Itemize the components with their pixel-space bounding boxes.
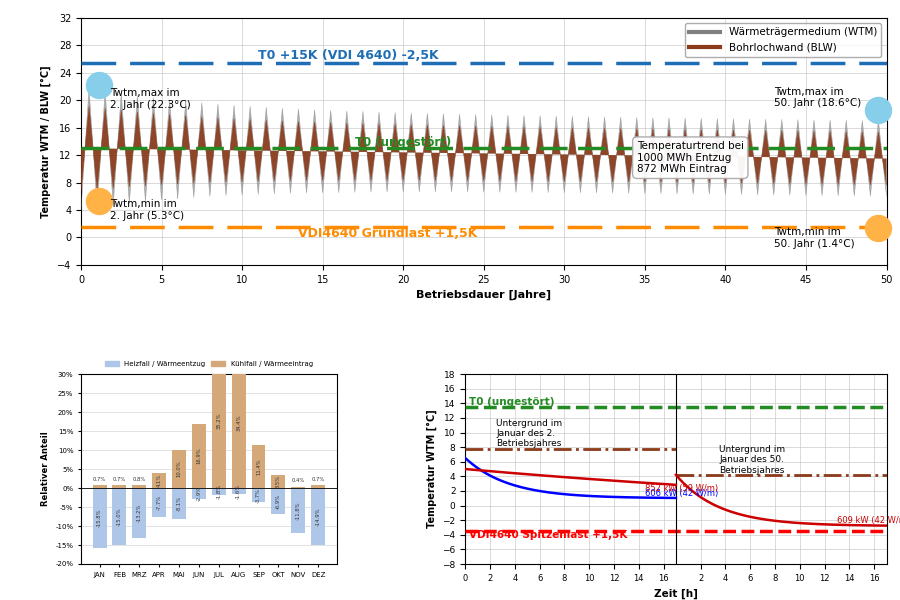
Y-axis label: Temperatur WTM [°C]: Temperatur WTM [°C] xyxy=(427,410,436,529)
Text: -15.0%: -15.0% xyxy=(117,507,122,526)
Text: 0.8%: 0.8% xyxy=(132,477,146,482)
Text: Twtm,max im
2. Jahr (22.3°C): Twtm,max im 2. Jahr (22.3°C) xyxy=(110,88,191,110)
Bar xyxy=(272,475,285,488)
Text: 0.7%: 0.7% xyxy=(93,478,106,482)
Text: 10.0%: 10.0% xyxy=(176,461,182,478)
Bar xyxy=(93,488,106,548)
Legend: Heizfall / Wärmeentzug, Kühlfall / Wärmeeintrag: Heizfall / Wärmeentzug, Kühlfall / Wärme… xyxy=(103,359,316,370)
Text: 0.4%: 0.4% xyxy=(292,478,305,484)
Point xyxy=(871,223,886,233)
Bar xyxy=(112,485,126,488)
Bar xyxy=(252,488,266,502)
Text: 0.7%: 0.7% xyxy=(112,478,126,482)
Bar xyxy=(132,488,147,538)
Text: Twtm,min im
50. Jahr (1.4°C): Twtm,min im 50. Jahr (1.4°C) xyxy=(774,227,854,249)
Text: Untergrund im
Januar des 2.
Betriebsjahres: Untergrund im Januar des 2. Betriebsjahr… xyxy=(496,419,562,448)
X-axis label: Zeit [h]: Zeit [h] xyxy=(654,588,698,599)
Text: 34.4%: 34.4% xyxy=(236,415,241,431)
Bar xyxy=(93,485,106,488)
Text: 606 kW (42 W/m): 606 kW (42 W/m) xyxy=(645,489,718,498)
Text: T0 +15K (VDI 4640) -2,5K: T0 +15K (VDI 4640) -2,5K xyxy=(258,49,439,62)
Text: T0 (ungestört): T0 (ungestört) xyxy=(355,136,451,149)
Bar xyxy=(172,450,186,488)
Text: 11.4%: 11.4% xyxy=(256,458,261,475)
Text: -1.8%: -1.8% xyxy=(216,484,221,499)
Text: -8.1%: -8.1% xyxy=(176,496,182,511)
Text: -1.6%: -1.6% xyxy=(236,484,241,499)
Bar xyxy=(152,488,166,517)
Text: Temperaturtrend bei
1000 MWh Entzug
872 MWh Eintrag: Temperaturtrend bei 1000 MWh Entzug 872 … xyxy=(637,141,743,175)
Legend: Wärmeträgermedium (WTM), Bohrlochwand (BLW): Wärmeträgermedium (WTM), Bohrlochwand (B… xyxy=(685,23,881,57)
Text: 3.5%: 3.5% xyxy=(276,475,281,488)
Text: 609 kW (42 W/m): 609 kW (42 W/m) xyxy=(837,517,900,526)
Text: VDI4640 Spitzenlast +1,5K: VDI4640 Spitzenlast +1,5K xyxy=(469,530,627,540)
Text: 4.1%: 4.1% xyxy=(157,473,162,487)
Text: -11.8%: -11.8% xyxy=(296,501,301,520)
Bar xyxy=(311,488,325,545)
Bar xyxy=(292,488,305,533)
Text: -14.9%: -14.9% xyxy=(316,507,320,526)
Y-axis label: Temperatur WTM / BLW [°C]: Temperatur WTM / BLW [°C] xyxy=(41,65,51,218)
Text: Untergrund im
Januar des 50.
Betriebsjahres: Untergrund im Januar des 50. Betriebsjah… xyxy=(719,445,786,475)
Bar xyxy=(192,424,206,488)
Point xyxy=(92,196,106,206)
Bar xyxy=(132,485,147,488)
Bar xyxy=(212,488,226,495)
Text: T0 (ungestört): T0 (ungestört) xyxy=(469,397,554,407)
Text: Twtm,max im
50. Jahr (18.6°C): Twtm,max im 50. Jahr (18.6°C) xyxy=(774,87,861,109)
Y-axis label: Relativer Anteil: Relativer Anteil xyxy=(40,431,50,506)
Text: 16.9%: 16.9% xyxy=(196,448,202,464)
Bar xyxy=(172,488,186,519)
Point xyxy=(871,105,886,115)
Text: -15.8%: -15.8% xyxy=(97,509,102,527)
Bar xyxy=(272,488,285,514)
Text: 852 kW (59 W/m): 852 kW (59 W/m) xyxy=(645,484,718,493)
Text: 35.2%: 35.2% xyxy=(216,413,221,430)
X-axis label: Betriebsdauer [Jahre]: Betriebsdauer [Jahre] xyxy=(416,290,552,301)
Text: -2.9%: -2.9% xyxy=(196,486,202,501)
Bar xyxy=(112,488,126,545)
Bar xyxy=(292,487,305,488)
Bar xyxy=(231,488,246,494)
Bar xyxy=(231,358,246,488)
Bar xyxy=(252,445,266,488)
Text: -6.9%: -6.9% xyxy=(276,494,281,509)
Bar xyxy=(192,488,206,499)
Text: -3.7%: -3.7% xyxy=(256,488,261,503)
Bar xyxy=(152,473,166,488)
Text: -7.7%: -7.7% xyxy=(157,495,162,510)
Text: 0.7%: 0.7% xyxy=(311,478,325,482)
Text: Twtm,min im
2. Jahr (5.3°C): Twtm,min im 2. Jahr (5.3°C) xyxy=(110,199,184,221)
Point xyxy=(92,80,106,89)
Text: -13.2%: -13.2% xyxy=(137,504,142,522)
Bar xyxy=(212,355,226,488)
Text: VDI4640 Grundlast +1,5K: VDI4640 Grundlast +1,5K xyxy=(299,227,478,241)
Bar xyxy=(311,485,325,488)
